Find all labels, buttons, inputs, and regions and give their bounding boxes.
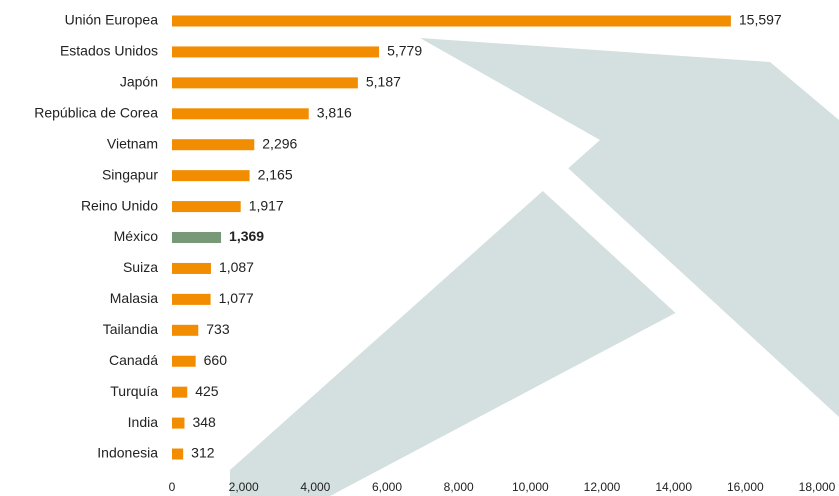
value-label: 2,165: [258, 166, 293, 182]
y-tick-label: Vietnam: [107, 135, 158, 151]
value-label: 425: [195, 383, 219, 399]
value-label: 312: [191, 445, 215, 461]
bar: [172, 232, 221, 243]
bar: [172, 46, 379, 57]
bar: [172, 356, 196, 367]
y-tick-label: República de Corea: [34, 104, 158, 120]
bar: [172, 139, 254, 150]
value-label: 1,917: [249, 197, 284, 213]
y-tick-label: México: [114, 228, 159, 244]
y-tick-label: Indonesia: [97, 445, 158, 461]
x-tick-label: 14,000: [655, 480, 692, 494]
value-label: 5,779: [387, 43, 422, 59]
bar: [172, 294, 211, 305]
bar: [172, 325, 198, 336]
y-tick-label: Unión Europea: [65, 12, 159, 28]
value-label: 1,077: [219, 290, 254, 306]
bar: [172, 263, 211, 274]
chart: 0 2,000 4,000 6,000 8,000 10,000 12,000 14,000 1…: [0, 0, 839, 496]
value-label: 2,296: [262, 135, 297, 151]
y-tick-label: India: [128, 414, 159, 430]
x-tick-label: 16,000: [727, 480, 764, 494]
value-label: 1,369: [229, 228, 264, 244]
x-tick-label: 4,000: [300, 480, 330, 494]
x-tick-label: 2,000: [229, 480, 259, 494]
x-tick-label: 6,000: [372, 480, 402, 494]
x-tick-label: 12,000: [584, 480, 621, 494]
bar: [172, 387, 187, 398]
x-tick-label: 10,000: [512, 480, 549, 494]
y-tick-label: Japón: [120, 74, 158, 90]
y-tick-label: Suiza: [123, 259, 158, 275]
value-label: 348: [192, 414, 216, 430]
x-tick-label: 0: [169, 480, 176, 494]
y-tick-label: Tailandia: [103, 321, 158, 337]
value-label: 15,597: [739, 12, 782, 28]
x-tick-label: 8,000: [444, 480, 474, 494]
y-tick-label: Estados Unidos: [60, 43, 158, 59]
value-label: 5,187: [366, 74, 401, 90]
bar: [172, 170, 250, 181]
y-tick-label: Turquía: [110, 383, 158, 399]
y-tick-label: Reino Unido: [81, 197, 158, 213]
bar: [172, 108, 309, 119]
value-label: 1,087: [219, 259, 254, 275]
bar: [172, 16, 731, 27]
y-tick-label: Malasia: [110, 290, 158, 306]
y-tick-label: Singapur: [102, 166, 158, 182]
value-label: 660: [204, 352, 228, 368]
value-label: 733: [206, 321, 230, 337]
y-tick-label: Canadá: [109, 352, 158, 368]
value-label: 3,816: [317, 104, 352, 120]
bar: [172, 418, 184, 429]
x-tick-label: 18,000: [799, 480, 836, 494]
bar: [172, 201, 241, 212]
bar: [172, 77, 358, 88]
bar: [172, 449, 183, 460]
